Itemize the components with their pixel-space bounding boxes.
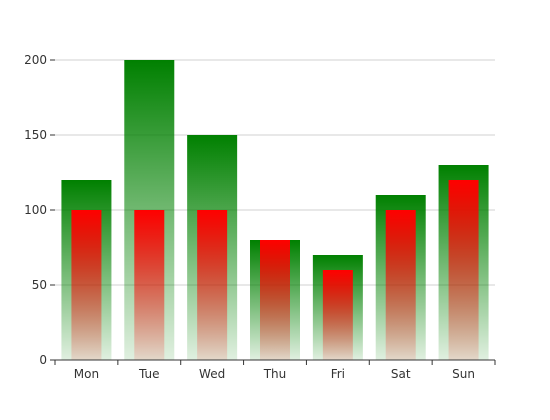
bar-series-2 bbox=[322, 270, 353, 360]
y-tick-label: 0 bbox=[39, 353, 47, 367]
axes: 0 50 100 150 200 Mon Tue Wed Thu Fri Sat Sun bbox=[24, 53, 496, 381]
y-tick-label: 150 bbox=[24, 128, 47, 142]
x-tick-label: Tue bbox=[138, 367, 160, 381]
bar-series-2 bbox=[71, 210, 102, 360]
x-tick-label: Sun bbox=[452, 367, 475, 381]
x-tick-label: Sat bbox=[391, 367, 411, 381]
bar-series-2 bbox=[260, 240, 290, 360]
x-tick-label: Fri bbox=[331, 367, 345, 381]
x-tick-label: Wed bbox=[199, 367, 225, 381]
bar-series-2 bbox=[448, 180, 479, 360]
y-tick-label: 200 bbox=[24, 53, 47, 67]
bar-series-2 bbox=[385, 210, 416, 360]
bar-series-2 bbox=[197, 210, 228, 360]
x-tick-label: Thu bbox=[263, 367, 287, 381]
bar-series bbox=[61, 60, 489, 360]
y-tick-label: 50 bbox=[32, 278, 47, 292]
x-tick-label: Mon bbox=[74, 367, 99, 381]
y-tick-label: 100 bbox=[24, 203, 47, 217]
bar-series-2 bbox=[134, 210, 165, 360]
